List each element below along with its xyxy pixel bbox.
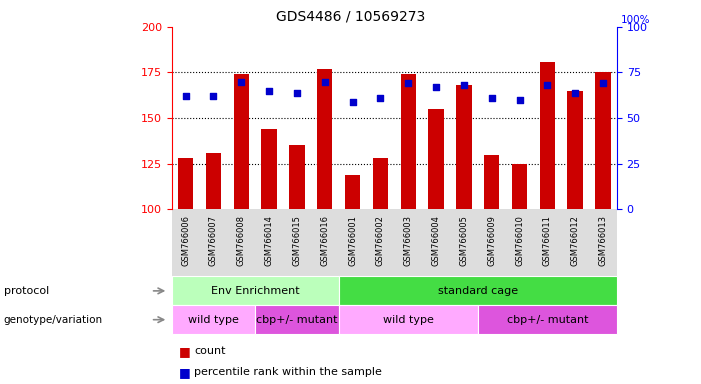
- Text: count: count: [194, 346, 226, 356]
- Bar: [261, 129, 277, 209]
- Text: GSM766010: GSM766010: [515, 215, 524, 266]
- Text: wild type: wild type: [188, 314, 239, 325]
- Text: percentile rank within the sample: percentile rank within the sample: [194, 367, 382, 377]
- Text: wild type: wild type: [383, 314, 434, 325]
- Text: GSM766001: GSM766001: [348, 215, 357, 266]
- Text: genotype/variation: genotype/variation: [4, 314, 102, 325]
- Text: standard cage: standard cage: [437, 286, 518, 296]
- Text: GSM766015: GSM766015: [292, 215, 301, 266]
- Bar: [290, 146, 305, 209]
- Point: [402, 80, 414, 86]
- Point: [430, 84, 442, 90]
- Text: GSM766005: GSM766005: [459, 215, 468, 266]
- Text: GSM766012: GSM766012: [571, 215, 580, 266]
- Point: [458, 82, 470, 88]
- Text: GSM766003: GSM766003: [404, 215, 413, 266]
- Bar: [178, 158, 193, 209]
- Point: [180, 93, 191, 99]
- Text: GSM766014: GSM766014: [264, 215, 273, 266]
- Bar: [233, 74, 249, 209]
- Text: GSM766006: GSM766006: [181, 215, 190, 266]
- Text: ■: ■: [179, 345, 191, 358]
- Point: [264, 88, 275, 94]
- Text: 100%: 100%: [620, 15, 650, 25]
- Text: GDS4486 / 10569273: GDS4486 / 10569273: [276, 10, 425, 23]
- Text: GSM766013: GSM766013: [599, 215, 608, 266]
- Point: [486, 95, 497, 101]
- Point: [569, 89, 580, 96]
- Bar: [373, 158, 388, 209]
- Bar: [595, 73, 611, 209]
- Bar: [345, 175, 360, 209]
- Text: GSM766008: GSM766008: [237, 215, 246, 266]
- Point: [542, 82, 553, 88]
- Bar: [512, 164, 527, 209]
- Point: [236, 79, 247, 85]
- Bar: [206, 153, 221, 209]
- Point: [514, 97, 525, 103]
- Text: GSM766002: GSM766002: [376, 215, 385, 266]
- Point: [292, 89, 303, 96]
- Text: protocol: protocol: [4, 286, 49, 296]
- Text: GSM766016: GSM766016: [320, 215, 329, 266]
- Text: GSM766011: GSM766011: [543, 215, 552, 266]
- Bar: [428, 109, 444, 209]
- Text: Env Enrichment: Env Enrichment: [211, 286, 299, 296]
- Bar: [456, 85, 472, 209]
- Text: cbp+/- mutant: cbp+/- mutant: [256, 314, 338, 325]
- Text: GSM766009: GSM766009: [487, 215, 496, 266]
- Text: GSM766007: GSM766007: [209, 215, 218, 266]
- Bar: [568, 91, 583, 209]
- Bar: [540, 61, 555, 209]
- Point: [208, 93, 219, 99]
- Point: [375, 95, 386, 101]
- Point: [597, 80, 608, 86]
- Bar: [400, 74, 416, 209]
- Point: [347, 99, 358, 105]
- Bar: [484, 155, 499, 209]
- Text: cbp+/- mutant: cbp+/- mutant: [507, 314, 588, 325]
- Text: GSM766004: GSM766004: [432, 215, 440, 266]
- Bar: [317, 69, 332, 209]
- Point: [319, 79, 330, 85]
- Text: ■: ■: [179, 366, 191, 379]
